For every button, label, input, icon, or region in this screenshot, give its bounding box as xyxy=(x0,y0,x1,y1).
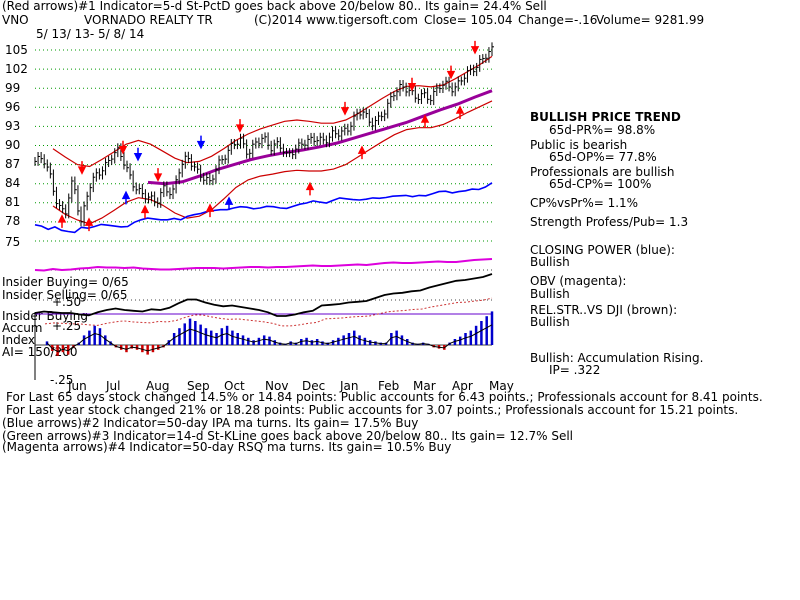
footer-magenta-arrows: (Magenta arrows)#4 Indicator=50-day RSQ … xyxy=(2,440,452,454)
date-range: 5/ 13/ 13- 5/ 8/ 14 xyxy=(36,27,145,41)
red-sell-arrow xyxy=(470,40,480,55)
blue-buy-arrow xyxy=(121,190,131,205)
x-tick-mar: Mar xyxy=(413,379,436,393)
relative-strength-ma xyxy=(44,297,493,327)
x-tick-sep: Sep xyxy=(187,379,210,393)
accum-minus25-tick: -.25 xyxy=(50,373,74,387)
closing-power-label: CLOSING POWER (blue): xyxy=(530,243,675,257)
relstr-status: Bullish xyxy=(530,315,570,329)
closing-power-line xyxy=(34,182,493,234)
y-tick-81: 81 xyxy=(5,195,21,209)
red-sell-arrow xyxy=(153,168,163,182)
red-sell-arrow xyxy=(118,140,128,155)
y-tick-96: 96 xyxy=(5,100,21,114)
accum-ma-line xyxy=(46,324,493,353)
red-sell-arrow xyxy=(340,101,350,116)
change-label: Change=-.16 xyxy=(518,13,598,27)
red-buy-arrow xyxy=(205,203,215,218)
y-tick-84: 84 xyxy=(5,176,21,190)
ip-value: IP= .322 xyxy=(549,363,601,377)
close-label: Close= 105.04 xyxy=(424,13,513,27)
x-tick-oct: Oct xyxy=(224,379,245,393)
obv-label: OBV (magenta): xyxy=(530,274,627,288)
x-tick-jun: Jun xyxy=(68,379,87,393)
red-sell-arrow xyxy=(446,65,456,80)
blue-buy-arrow xyxy=(224,196,234,211)
accum-plus50-tick: +.50 xyxy=(52,295,82,309)
cpvspr-value: CP%vsPr%= 1.1% xyxy=(530,196,639,210)
red-buy-arrow xyxy=(84,217,94,232)
indicator-red-title: (Red arrows)#1 Indicator=5-d St-PctD goe… xyxy=(2,0,547,13)
op-value: 65d-OP%= 77.8% xyxy=(549,150,657,164)
y-tick-90: 90 xyxy=(5,138,21,152)
red-buy-arrow xyxy=(455,105,465,120)
red-buy-arrow xyxy=(140,204,150,219)
upper-band-line xyxy=(52,55,493,168)
x-tick-nov: Nov xyxy=(265,379,289,393)
index-label: Index xyxy=(2,333,36,347)
x-tick-jul: Jul xyxy=(106,379,121,393)
red-sell-arrow xyxy=(235,119,245,133)
blue-sell-arrow xyxy=(133,147,143,162)
red-buy-arrow xyxy=(57,214,67,228)
blue-sell-arrow xyxy=(196,135,206,150)
y-tick-105: 105 xyxy=(5,43,28,57)
copyright-label: (C)2014 www.tigersoft.com xyxy=(254,13,418,27)
trend-title: BULLISH PRICE TREND xyxy=(530,110,681,124)
x-tick-dec: Dec xyxy=(302,379,326,393)
x-tick-aug: Aug xyxy=(146,379,170,393)
y-tick-102: 102 xyxy=(5,62,28,76)
relstr-label: REL.STR..VS DJI (brown): xyxy=(530,303,678,317)
accum-status: Bullish: Accumulation Rising. xyxy=(530,351,704,365)
accum-plus25-tick: +.25 xyxy=(52,319,82,333)
red-sell-arrow xyxy=(407,77,417,92)
x-tick-may: May xyxy=(489,379,514,393)
footer-65day: For Last 65 days stock changed 14.5% or … xyxy=(6,390,763,404)
accum-label: Accum xyxy=(2,321,43,335)
closing-power-status: Bullish xyxy=(530,255,570,269)
strength-value: Strength Profess/Pub= 1.3 xyxy=(530,215,689,229)
moving-average-line xyxy=(147,89,493,186)
red-buy-arrow xyxy=(420,114,430,128)
x-tick-jan: Jan xyxy=(340,379,359,393)
footer-year: For Last year stock changed 21% or 18.28… xyxy=(6,403,739,417)
pr-value: 65d-PR%= 98.8% xyxy=(549,123,656,137)
x-tick-feb: Feb xyxy=(378,379,400,393)
y-tick-93: 93 xyxy=(5,119,21,133)
professionals-status: Professionals are bullish xyxy=(530,165,675,179)
footer-blue-arrows: (Blue arrows)#2 Indicator=50-day IPA ma … xyxy=(2,416,419,430)
insider-buying-label: Insider Buying= 0/65 xyxy=(2,275,129,289)
cp-value: 65d-CP%= 100% xyxy=(549,177,652,191)
obv-status: Bullish xyxy=(530,287,570,301)
red-buy-arrow xyxy=(357,145,367,160)
insider-selling-label: Insider Selling= 0/65 xyxy=(2,288,128,302)
company-name: VORNADO REALTY TR xyxy=(84,13,213,27)
y-tick-75: 75 xyxy=(5,235,21,249)
x-tick-apr: Apr xyxy=(452,379,473,393)
obv-line xyxy=(34,258,493,272)
relative-strength-line xyxy=(34,273,493,317)
red-buy-arrow xyxy=(305,181,315,196)
red-sell-arrow xyxy=(77,161,87,175)
y-tick-78: 78 xyxy=(5,214,21,228)
footer-green-arrows: (Green arrows)#3 Indicator=14-d St-KLine… xyxy=(2,429,574,443)
y-tick-87: 87 xyxy=(5,157,21,171)
y-tick-99: 99 xyxy=(5,81,21,95)
volume-label: Volume= 9281.99 xyxy=(596,13,705,27)
ticker-symbol: VNO xyxy=(2,13,29,27)
public-status: Public is bearish xyxy=(530,138,628,152)
